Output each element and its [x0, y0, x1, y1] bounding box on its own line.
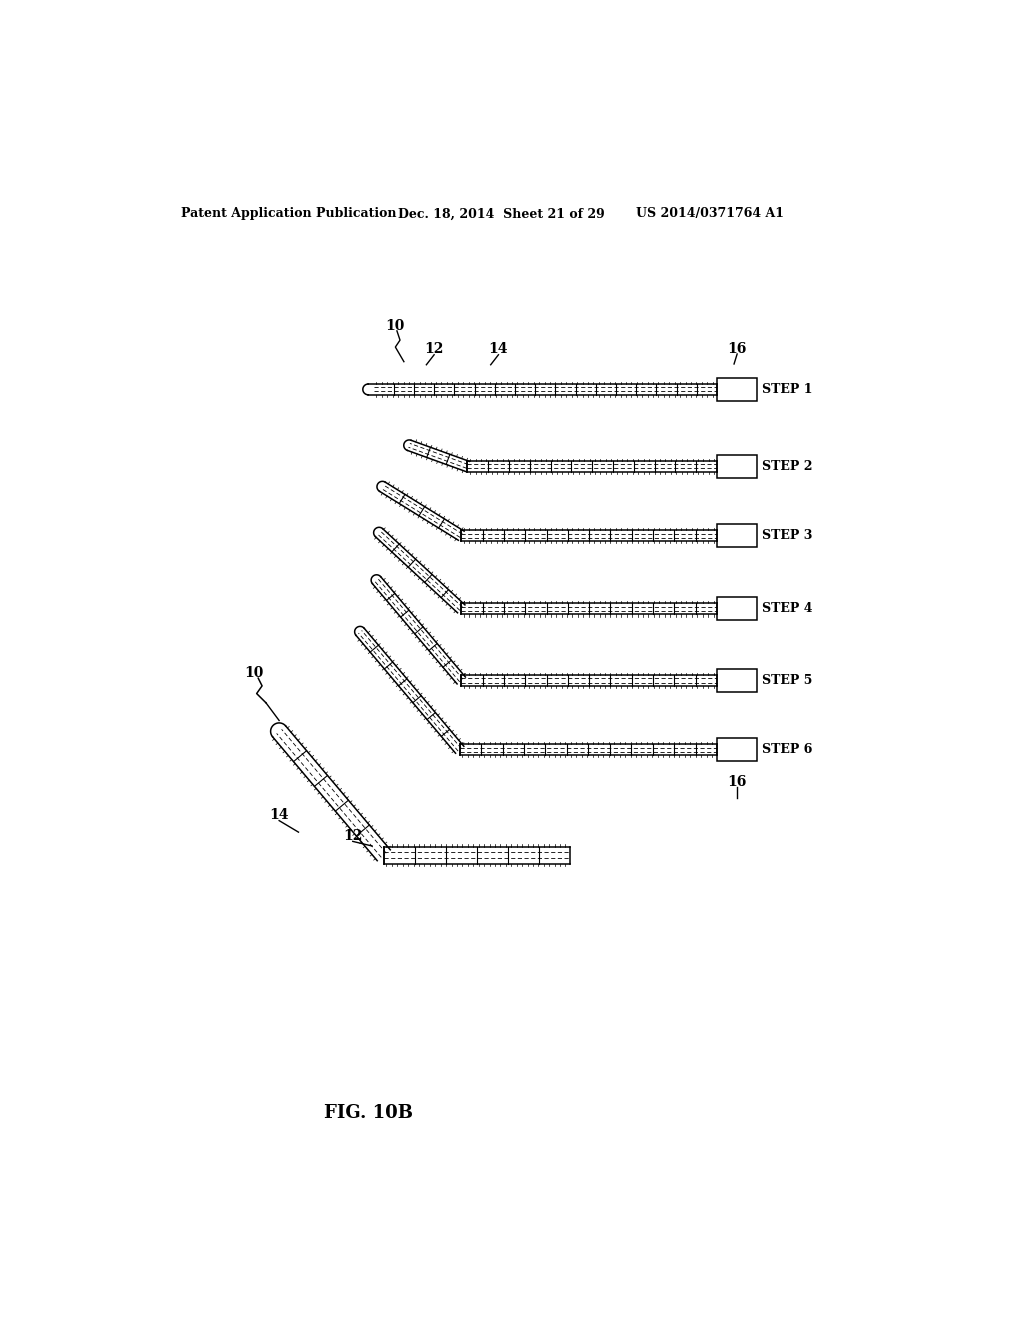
Text: 16: 16: [727, 342, 746, 356]
Text: STEP 5: STEP 5: [762, 675, 812, 686]
Text: STEP 3: STEP 3: [762, 529, 812, 543]
Text: STEP 1: STEP 1: [762, 383, 812, 396]
Bar: [717, 669, 758, 692]
Bar: [717, 378, 758, 401]
Text: 14: 14: [269, 808, 289, 822]
Text: 10: 10: [386, 319, 406, 333]
Text: STEP 4: STEP 4: [762, 602, 812, 615]
Bar: [717, 524, 758, 548]
Text: 14: 14: [488, 342, 508, 356]
Text: Dec. 18, 2014  Sheet 21 of 29: Dec. 18, 2014 Sheet 21 of 29: [397, 207, 604, 220]
Bar: [717, 597, 758, 620]
Bar: [717, 455, 758, 478]
Text: 16: 16: [727, 775, 746, 789]
Text: STEP 2: STEP 2: [762, 459, 812, 473]
Text: US 2014/0371764 A1: US 2014/0371764 A1: [636, 207, 783, 220]
Text: FIG. 10B: FIG. 10B: [324, 1105, 413, 1122]
Text: 12: 12: [424, 342, 443, 356]
Text: STEP 6: STEP 6: [762, 743, 812, 756]
Text: Patent Application Publication: Patent Application Publication: [180, 207, 396, 220]
Text: 10: 10: [245, 665, 264, 680]
Text: 12: 12: [343, 829, 362, 843]
Bar: [717, 738, 758, 762]
